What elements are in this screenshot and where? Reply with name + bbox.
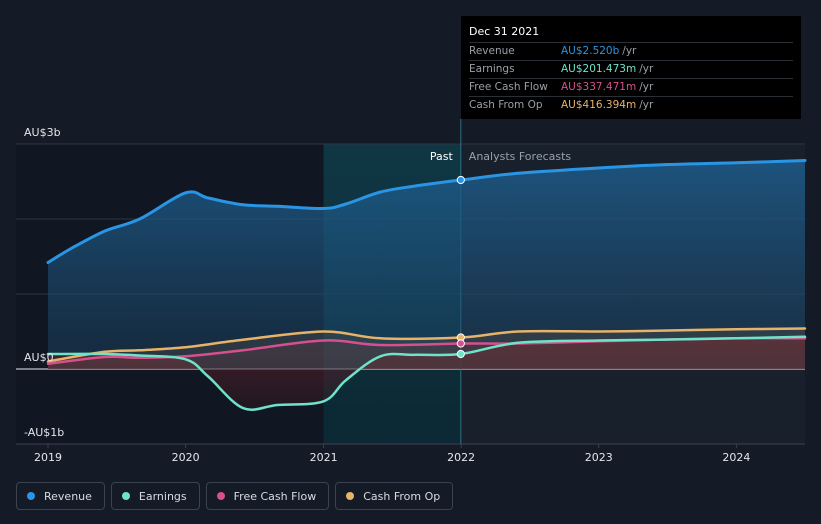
- tooltip-unit: /yr: [639, 63, 654, 75]
- legend-dot-icon: [346, 492, 355, 500]
- cash-from-op-area: [48, 328, 805, 369]
- legend-dot-icon: [216, 492, 225, 500]
- x-tick-label: 2019: [34, 451, 62, 464]
- tooltip-unit: /yr: [639, 99, 654, 111]
- earnings-area: [48, 336, 805, 410]
- legend-dot-icon: [121, 492, 130, 500]
- earnings-point: [456, 349, 465, 359]
- x-tick-label: 2021: [310, 451, 338, 464]
- tooltip-value: AU$201.473m: [561, 63, 637, 75]
- legend: Revenue Earnings Free Cash Flow Cash Fro…: [16, 482, 454, 510]
- y-tick-label: -AU$1b: [24, 426, 64, 439]
- tooltip: Dec 31 2021 Revenue AU$2.520b /yr Earnin…: [461, 16, 801, 119]
- legend-label: Revenue: [44, 489, 92, 503]
- legend-dot-icon: [27, 492, 35, 500]
- tooltip-row-earnings: Earnings AU$201.473m /yr: [469, 60, 793, 78]
- tooltip-row-revenue: Revenue AU$2.520b /yr: [469, 42, 793, 60]
- past-label: Past: [430, 150, 454, 163]
- tooltip-row-cash-from-op: Cash From Op AU$416.394m /yr: [469, 96, 793, 114]
- tooltip-unit: /yr: [622, 45, 637, 57]
- tooltip-label: Revenue: [469, 45, 515, 57]
- x-tick-label: 2024: [722, 451, 750, 464]
- y-tick-label: AU$0: [24, 351, 54, 364]
- cash-from-op-line: [46, 327, 807, 363]
- legend-item-free-cash-flow[interactable]: Free Cash Flow: [205, 482, 330, 510]
- legend-label: Earnings: [138, 489, 187, 503]
- x-tick-label: 2022: [447, 451, 475, 464]
- revenue-point: [456, 175, 465, 185]
- legend-item-revenue[interactable]: Revenue: [16, 482, 105, 510]
- tooltip-value: AU$337.471m: [561, 81, 637, 93]
- legend-item-earnings[interactable]: Earnings: [110, 482, 200, 510]
- y-tick-label: AU$3b: [24, 126, 61, 139]
- tooltip-date: Dec 31 2021: [469, 25, 540, 38]
- revenue-line: [46, 159, 807, 264]
- x-tick-label: 2020: [172, 451, 200, 464]
- legend-item-cash-from-op[interactable]: Cash From Op: [335, 482, 454, 510]
- legend-label: Free Cash Flow: [233, 489, 317, 503]
- revenue-area: [48, 160, 805, 369]
- tooltip-value: AU$416.394m: [561, 99, 637, 111]
- tooltip-value: AU$2.520b: [561, 45, 620, 57]
- tooltip-row-free-cash-flow: Free Cash Flow AU$337.471m /yr: [469, 78, 793, 96]
- x-tick-label: 2023: [585, 451, 613, 464]
- forecast-label: Analysts Forecasts: [469, 150, 572, 163]
- tooltip-unit: /yr: [639, 81, 654, 93]
- tooltip-label: Earnings: [469, 63, 515, 75]
- free-cash-flow-point: [456, 339, 465, 348]
- earnings-line: [46, 335, 807, 411]
- tooltip-label: Cash From Op: [469, 99, 543, 111]
- tooltip-label: Free Cash Flow: [469, 81, 548, 93]
- legend-label: Cash From Op: [363, 489, 441, 503]
